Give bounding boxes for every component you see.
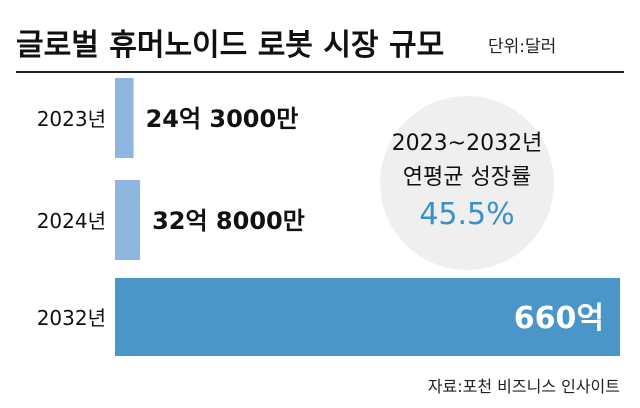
year-label: 2023년: [37, 107, 106, 131]
chart-title: 글로벌 휴머노이드 로봇 시장 규모: [16, 28, 444, 63]
bar-2032년: [115, 278, 620, 356]
callout-caption: 연평균 성장률: [403, 165, 531, 190]
source-note: 자료:포천 비즈니스 인사이트: [428, 377, 620, 396]
growth-callout-circle: [380, 96, 554, 270]
unit-label: 단위:달러: [488, 37, 556, 57]
bar-2024년: [115, 180, 141, 260]
bars-layer: 2023년 24억 3000만 2024년 32억 8000만 2032년 660억: [37, 78, 620, 356]
year-label: 2024년: [37, 209, 106, 233]
callout-period: 2023~2032년: [392, 131, 543, 156]
bar-value-label: 24억 3000만: [146, 105, 299, 133]
bar-value-label: 660억: [514, 301, 604, 336]
bar-value-label: 32억 8000만: [152, 207, 305, 235]
bar-2023년: [115, 78, 134, 158]
year-label: 2032년: [37, 306, 106, 330]
callout-growth-rate: 45.5%: [419, 197, 514, 232]
